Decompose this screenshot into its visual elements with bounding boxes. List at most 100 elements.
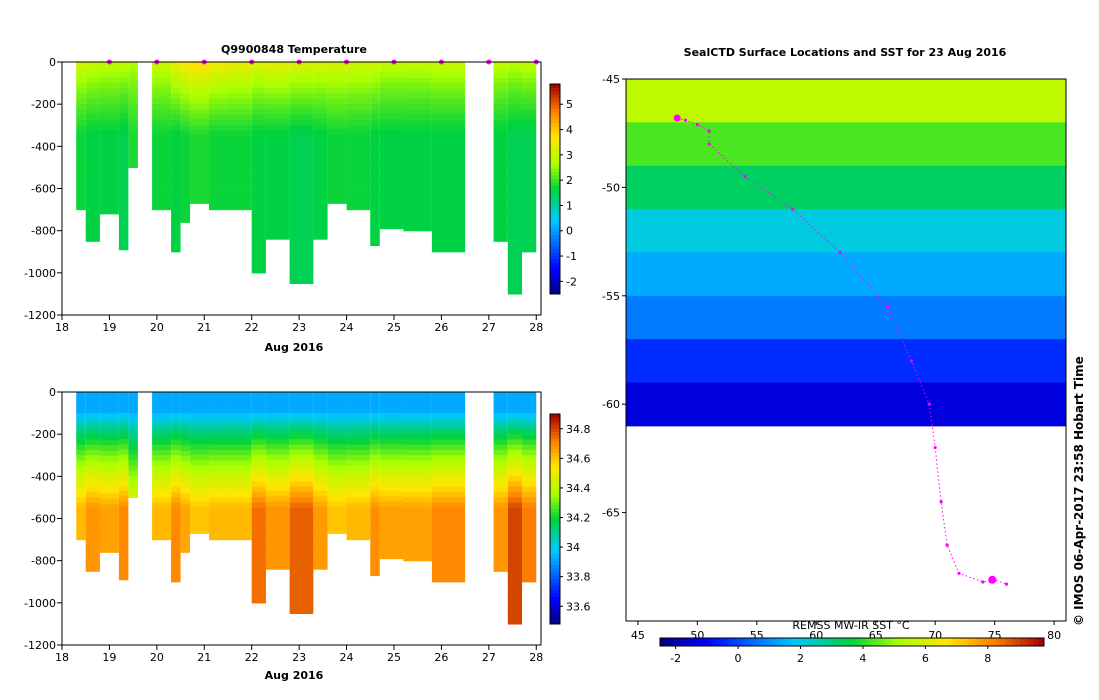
- section-cell: [265, 485, 290, 492]
- section-cell: [171, 486, 181, 493]
- section-cell: [431, 62, 466, 68]
- section-cell: [289, 507, 314, 514]
- section-cell: [507, 529, 523, 535]
- seal-location: [790, 207, 795, 211]
- section-cell: [209, 418, 228, 425]
- section-cell: [227, 455, 252, 462]
- section-cell: [327, 512, 347, 519]
- section-cell: [128, 418, 138, 425]
- section-cell: [251, 460, 266, 467]
- section-cell: [209, 507, 228, 514]
- section-cell: [313, 176, 328, 183]
- section-cell: [85, 439, 100, 446]
- section-cell: [522, 156, 537, 163]
- section-cell: [85, 188, 100, 195]
- section-cell: [327, 428, 347, 435]
- section-cell: [209, 460, 228, 467]
- section-cell: [99, 145, 119, 152]
- section-cell: [251, 77, 266, 84]
- section-cell: [289, 209, 314, 216]
- y-tick-label: -1200: [24, 309, 56, 322]
- section-cell: [493, 67, 508, 74]
- section-cell: [265, 397, 290, 404]
- section-cell: [493, 167, 508, 174]
- section-cell: [99, 429, 119, 436]
- section-cell: [190, 88, 210, 94]
- section-cell: [251, 151, 266, 158]
- colorbar-segment: [550, 442, 560, 446]
- section-cell: [346, 507, 371, 514]
- section-cell: [118, 485, 129, 492]
- section-cell: [507, 460, 523, 467]
- section-cell: [507, 77, 523, 84]
- colorbar-segment: [550, 238, 560, 242]
- colorbar-segment: [550, 248, 560, 253]
- section-cell: [251, 455, 266, 462]
- sst-colorbar-segment: [760, 638, 767, 646]
- section-cell: [403, 141, 432, 147]
- section-cell: [85, 550, 100, 556]
- section-cell: [76, 455, 86, 462]
- colorbar-tick-label: 34.8: [566, 423, 591, 436]
- section-cell: [313, 207, 328, 214]
- sst-colorbar-segment: [751, 638, 757, 646]
- section-cell: [313, 202, 328, 209]
- section-cell: [370, 208, 380, 215]
- section-cell: [265, 511, 290, 518]
- section-cell: [507, 172, 523, 179]
- section-cell: [370, 161, 380, 168]
- section-cell: [118, 213, 129, 219]
- sst-colorbar-segment: [717, 638, 723, 646]
- section-cell: [251, 555, 266, 562]
- section-cell: [265, 392, 290, 398]
- section-cell: [370, 182, 380, 189]
- section-cell: [251, 571, 266, 578]
- section-cell: [76, 177, 86, 184]
- section-cell: [289, 241, 314, 248]
- section-cell: [403, 449, 432, 456]
- section-cell: [493, 550, 508, 556]
- sst-colorbar-segment: [1024, 638, 1031, 646]
- section-cell: [522, 141, 537, 147]
- section-cell: [190, 439, 210, 445]
- section-cell: [327, 145, 347, 152]
- section-cell: [180, 195, 191, 202]
- section-cell: [85, 423, 100, 430]
- section-cell: [85, 141, 100, 147]
- section-cell: [118, 537, 129, 544]
- map-y-tick-label: -50: [602, 181, 620, 194]
- section-cell: [118, 223, 129, 230]
- section-cell: [118, 129, 129, 136]
- section-cell: [522, 418, 537, 425]
- section-cell: [522, 434, 537, 441]
- section-cell: [313, 166, 328, 172]
- sst-colorbar-segment: [852, 638, 858, 646]
- section-cell: [522, 225, 537, 232]
- section-cell: [180, 158, 191, 165]
- section-cell: [313, 506, 328, 513]
- section-cell: [431, 162, 466, 169]
- section-cell: [313, 82, 328, 89]
- section-cell: [403, 172, 432, 179]
- salinity-panel: 18 19 20 21 22 23 24 25 26 27 28 0-200-400-600-800…: [24, 386, 590, 682]
- section-cell: [128, 119, 138, 126]
- section-cell: [190, 465, 210, 472]
- section-cell: [171, 444, 181, 451]
- section-cell: [379, 88, 404, 94]
- sst-colorbar-segment: [856, 638, 863, 646]
- section-cell: [251, 497, 266, 504]
- section-cell: [431, 72, 466, 79]
- section-cell: [403, 199, 432, 205]
- colorbar-segment: [550, 568, 560, 572]
- section-cell: [118, 145, 129, 152]
- section-cell: [370, 512, 380, 519]
- section-cell: [99, 82, 119, 89]
- section-cell: [403, 476, 432, 483]
- section-cell: [370, 140, 380, 147]
- section-cell: [251, 119, 266, 126]
- section-cell: [209, 529, 228, 535]
- section-cell: [118, 244, 129, 251]
- section-cell: [313, 412, 328, 419]
- section-cell: [118, 134, 129, 141]
- section-cell: [190, 480, 210, 487]
